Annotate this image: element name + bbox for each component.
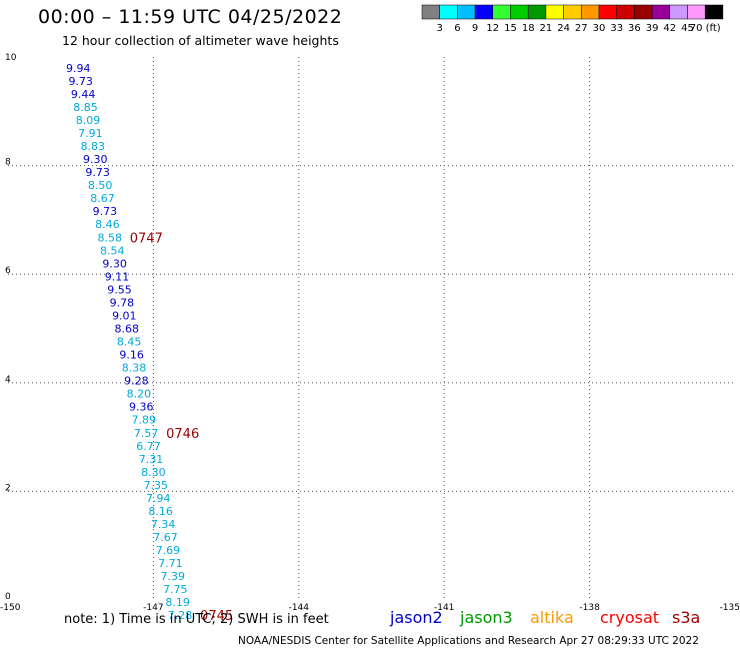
y-tick-label: 8 <box>5 158 11 168</box>
colorbar-label: 36 <box>628 23 641 34</box>
wave-height-point: 8.50 <box>88 179 113 192</box>
wave-height-point: 7.31 <box>139 453 164 466</box>
wave-height-point: 8.68 <box>114 323 139 336</box>
wave-height-point: 8.09 <box>76 114 101 127</box>
colorbar-swatch <box>704 4 724 20</box>
wave-height-point: 8.19 <box>165 596 190 609</box>
pass-time-label: 0747 <box>130 231 163 246</box>
credit-line: NOAA/NESDIS Center for Satellite Applica… <box>238 635 699 647</box>
colorbar-label: 12 <box>486 23 499 34</box>
pass-time-label: 0745 <box>200 609 233 624</box>
y-tick-label: 4 <box>5 375 11 385</box>
y-tick-label: 10 <box>5 53 17 63</box>
wave-height-point: 9.36 <box>129 401 154 414</box>
colorbar-label: 9 <box>472 23 478 34</box>
wave-height-point: 8.83 <box>81 140 106 153</box>
wave-height-point: 8.67 <box>90 192 115 205</box>
colorbar-label: 42 <box>663 23 676 34</box>
wave-height-point: 9.30 <box>102 257 127 270</box>
units-note: note: 1) Time is in UTC; 2) SWH is in fe… <box>64 612 329 627</box>
wave-height-point: 8.38 <box>122 362 147 375</box>
wave-height-point: 9.73 <box>93 205 118 218</box>
legend-altika: altika <box>530 608 574 627</box>
wave-height-point: 8.16 <box>148 505 173 518</box>
legend-jason3: jason3 <box>460 608 513 627</box>
colorbar-label: 33 <box>610 23 623 34</box>
wave-height-point: 7.75 <box>163 583 188 596</box>
colorbar-label: 18 <box>522 23 535 34</box>
wave-height-point: 7.69 <box>156 544 181 557</box>
wave-height-point: 7.67 <box>153 531 178 544</box>
colorbar-label: 24 <box>557 23 570 34</box>
legend-s3a: s3a <box>672 608 701 627</box>
wave-height-point: 7.57 <box>134 427 159 440</box>
wave-height-point: 8.46 <box>95 218 120 231</box>
x-tick-label: -147 <box>143 603 163 613</box>
wave-height-point: 9.94 <box>66 62 91 75</box>
wave-height-point: 7.39 <box>161 570 186 583</box>
x-tick-label: -138 <box>579 603 600 613</box>
colorbar-label: 70 (ft) <box>690 23 721 34</box>
legend-jason2: jason2 <box>390 608 443 627</box>
wave-height-point: 9.30 <box>83 153 108 166</box>
x-tick-label: -150 <box>0 603 21 613</box>
wave-height-point: 9.73 <box>85 166 110 179</box>
y-tick-label: 2 <box>5 483 11 493</box>
wave-height-point: 7.91 <box>78 127 103 140</box>
x-tick-label: -135 <box>720 603 740 613</box>
wave-height-point: 8.20 <box>127 388 152 401</box>
colorbar-label: 27 <box>575 23 588 34</box>
y-tick-label: 6 <box>5 266 11 276</box>
legend-cryosat: cryosat <box>600 608 660 627</box>
y-tick-label: 0 <box>5 592 11 602</box>
wave-height-point: 9.01 <box>112 309 137 322</box>
wave-height-point: 9.55 <box>107 283 132 296</box>
colorbar-label: 15 <box>504 23 517 34</box>
wave-height-point: 8.54 <box>100 244 125 257</box>
colorbar-label: 3 <box>437 23 443 34</box>
wave-height-point: 7.71 <box>158 557 183 570</box>
wave-height-point: 9.16 <box>119 349 144 362</box>
wave-height-point: 9.73 <box>68 75 93 88</box>
colorbar-label: 21 <box>540 23 553 34</box>
pass-time-label: 0746 <box>166 427 199 442</box>
colorbar-label: 45 <box>681 23 694 34</box>
wave-height-point: 7.28 <box>168 609 193 622</box>
x-tick-label: -141 <box>434 603 454 613</box>
colorbar-label: 30 <box>593 23 606 34</box>
wave-height-point: 6.77 <box>136 440 161 453</box>
wave-height-point: 7.35 <box>144 479 169 492</box>
wave-height-point: 7.89 <box>131 414 156 427</box>
wave-height-point: 9.44 <box>71 88 96 101</box>
wave-height-point: 7.34 <box>151 518 176 531</box>
chart-subtitle: 12 hour collection of altimeter wave hei… <box>62 33 339 48</box>
wave-height-point: 8.85 <box>73 101 98 114</box>
wave-height-point: 7.94 <box>146 492 171 505</box>
chart-title: 00:00 – 11:59 UTC 04/25/2022 <box>38 6 343 28</box>
wave-height-point: 9.78 <box>110 296 135 309</box>
wave-height-point: 8.30 <box>141 466 166 479</box>
wave-height-point: 9.11 <box>105 270 130 283</box>
wave-height-point: 9.28 <box>124 375 149 388</box>
wave-height-point: 8.45 <box>117 336 142 349</box>
colorbar-label: 39 <box>646 23 659 34</box>
colorbar-label: 6 <box>454 23 460 34</box>
wave-height-point: 8.58 <box>98 231 123 244</box>
x-tick-label: -144 <box>289 603 310 613</box>
